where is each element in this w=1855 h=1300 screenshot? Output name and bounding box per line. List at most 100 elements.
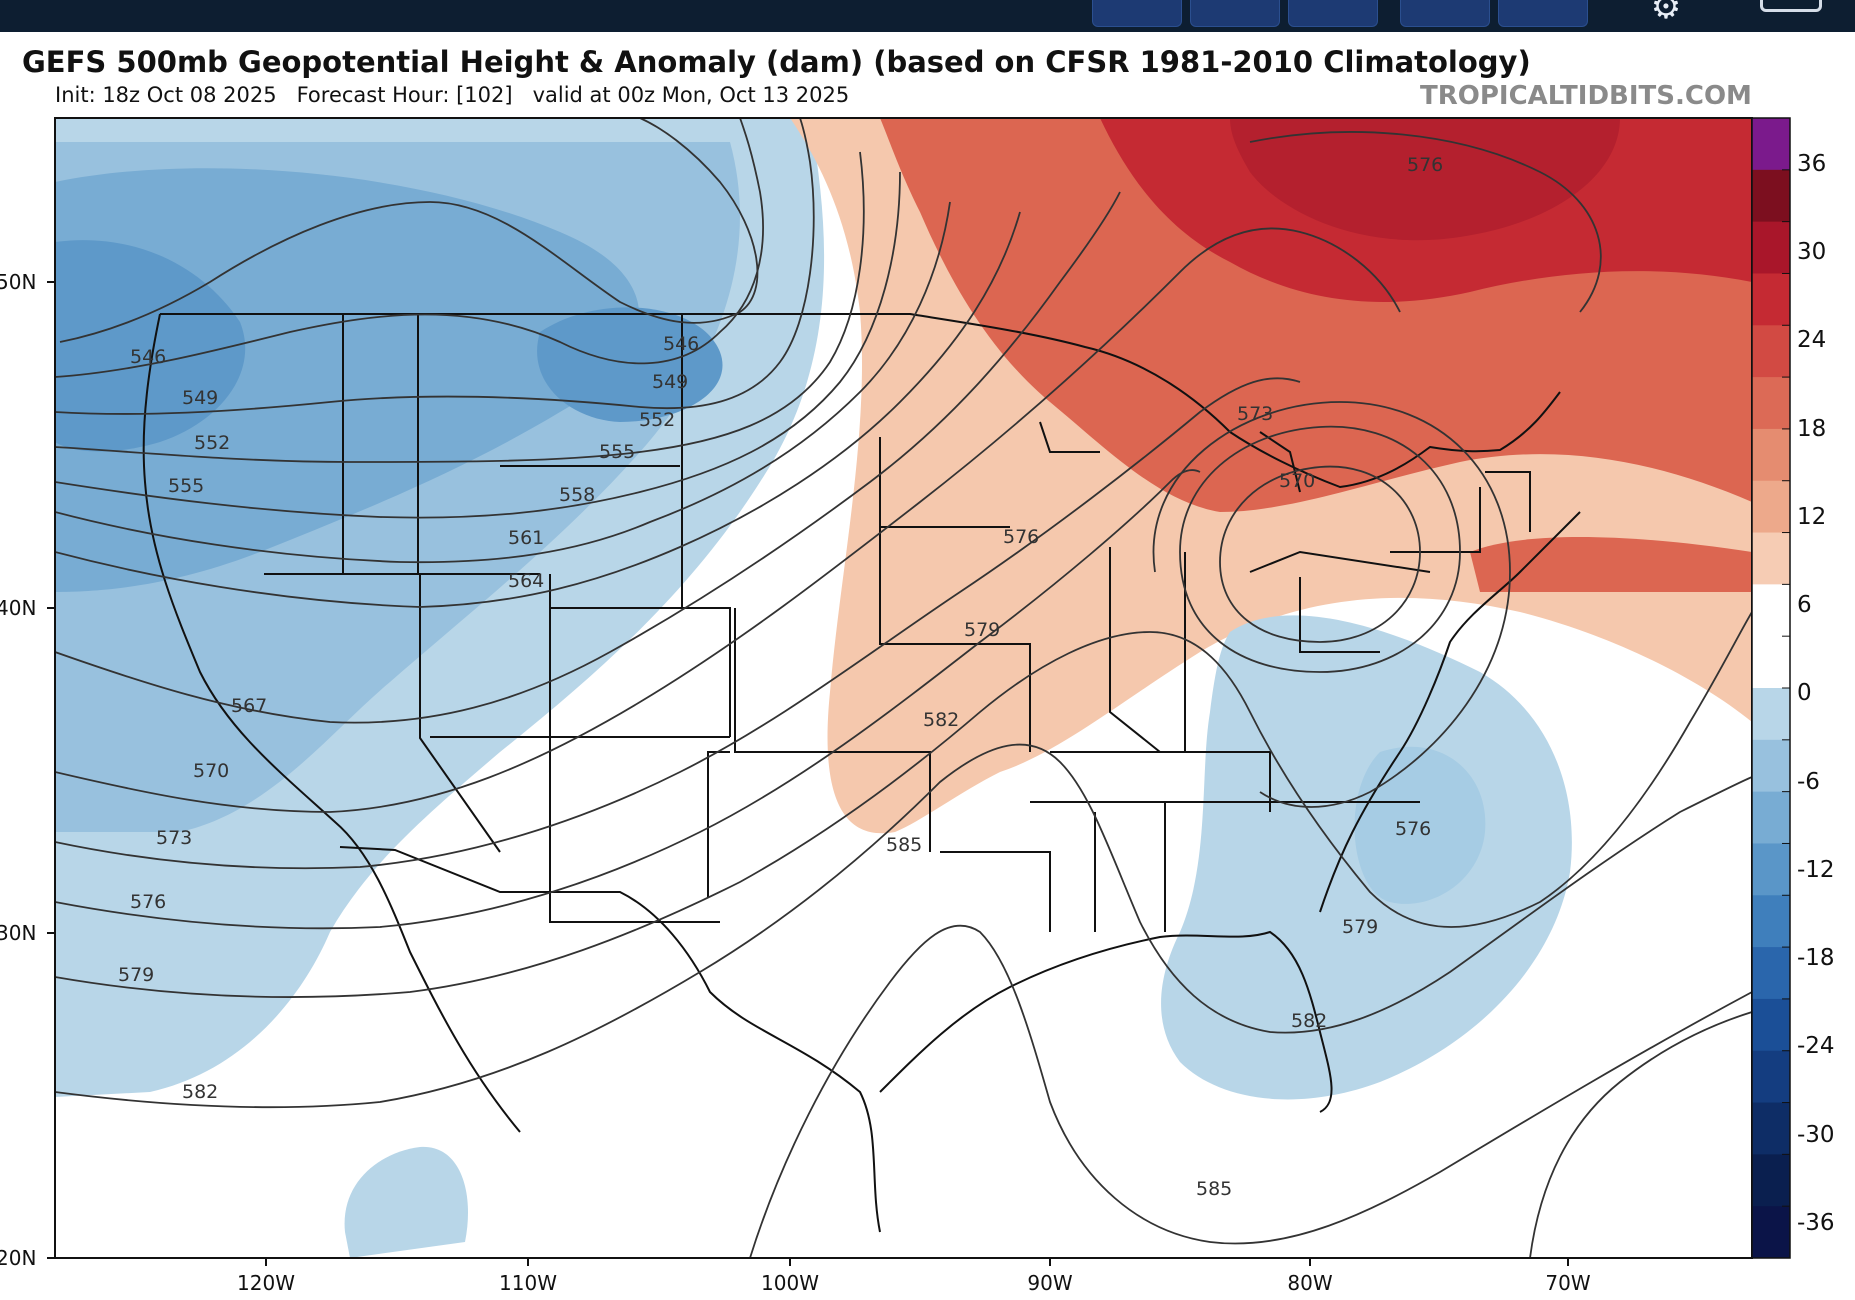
contour-label: 576 [130,891,166,913]
map-canvas: 546 546 549 549 552 552 555 555 558 561 … [0,117,1835,1295]
contour-label: 555 [599,441,635,463]
map-subtitle: Init: 18z Oct 08 2025 Forecast Hour: [10… [55,83,850,107]
contour-label: 579 [964,619,1000,641]
contour-label: 549 [652,371,688,393]
colorbar-tick-label: 6 [1797,592,1812,618]
contour-585-east [1529,1011,1752,1258]
latitude-label: 30N [0,921,36,945]
latitude-axis: 50N 40N 30N 20N [0,270,55,1270]
colorbar-labels: 36 30 24 18 12 6 0 -6 -12 -18 -24 -30 -3… [1797,151,1835,1236]
contour-552 [55,118,815,415]
contour-558 [55,171,901,519]
colorbar-segment [1752,377,1790,430]
contour-label: 546 [663,333,699,355]
contour-label: 549 [182,387,218,409]
map-title: GEFS 500mb Geopotential Height & Anomaly… [22,45,1531,79]
longitude-label: 100W [761,1271,819,1295]
contour-579 [55,611,1752,998]
colorbar-tick-label: 12 [1797,504,1826,530]
forecast-map-figure: GEFS 500mb Geopotential Height & Anomaly… [0,32,1855,1300]
colorbar-segment [1752,1102,1790,1155]
contour-label: 552 [194,432,230,454]
contour-label: 576 [1003,526,1039,548]
negative-anomaly-west-core [55,168,640,592]
toolbar-button-1[interactable] [1092,0,1182,27]
anomaly-colorbar [1751,117,1791,1259]
contour-561 [55,201,951,564]
contour-label: 573 [1237,403,1273,425]
contour-label: 561 [508,527,544,549]
contour-label: 564 [508,570,544,592]
negative-anomaly-west-max [55,240,246,452]
colorbar-segment [1752,998,1790,1052]
us-mexico-border [339,846,881,1233]
east-coast [1319,511,1581,913]
longitude-label: 90W [1027,1271,1072,1295]
contour-label: 582 [182,1081,218,1103]
contour-label: 579 [118,964,154,986]
colorbar-segment [1752,428,1790,482]
contour-label: 558 [559,484,595,506]
panel-toggle-icon[interactable] [1760,0,1822,12]
latitude-label: 50N [0,270,36,294]
colorbar-tick-label: 0 [1797,680,1812,706]
colorbar-segment [1752,584,1790,637]
anomaly-fill-layer [55,118,1752,1258]
contour-576 [55,469,1201,930]
toolbar-button-5[interactable] [1498,0,1588,27]
colorbar-segment [1752,895,1790,948]
colorbar-segment [1752,325,1790,378]
contour-573-ring [1179,425,1461,673]
contour-label-layer: 546 546 549 549 552 552 555 555 558 561 … [118,154,1443,1200]
watermark: TROPICALTIDBITS.COM [1420,81,1752,111]
contour-label: 576 [1407,154,1443,176]
colorbar-segment [1752,843,1790,896]
longitude-label: 110W [499,1271,557,1295]
toolbar-button-3[interactable] [1288,0,1378,27]
political-borders [142,313,1581,1233]
toolbar-button-2[interactable] [1190,0,1280,27]
contour-label: 582 [923,709,959,731]
gulf-coast [879,930,1333,1113]
contour-label: 570 [193,760,229,782]
contour-555 [55,151,865,463]
longitude-label: 70W [1545,1271,1590,1295]
colorbar-segment [1752,169,1790,223]
latitude-label: 20N [0,1246,36,1270]
contour-549 [55,118,764,378]
contour-label: 573 [156,827,192,849]
colorbar-tick-label: 24 [1797,327,1826,353]
colorbar-segment [1752,636,1790,689]
colorbar-tick-label: -30 [1797,1122,1835,1148]
colorbar-segment [1752,739,1790,793]
colorbar-segment [1752,1154,1790,1207]
colorbar-segment [1752,1206,1790,1259]
colorbar-segment [1752,118,1790,171]
toolbar-button-4[interactable] [1400,0,1490,27]
top-toolbar: ⚙ [0,0,1855,32]
colorbar-tick-label: -6 [1797,769,1820,795]
positive-anomaly-east-max [1230,118,1620,241]
longitude-axis: 120W 110W 100W 90W 80W 70W [237,1258,1591,1295]
contour-label: 570 [1279,470,1315,492]
colorbar-tick-label: -18 [1797,945,1835,971]
contour-573 [55,377,1301,870]
colorbar-segment [1752,1050,1790,1104]
colorbar-tick-label: 36 [1797,151,1826,177]
contour-label: 555 [168,475,204,497]
contour-label: 552 [639,409,675,431]
contour-label: 585 [1196,1178,1232,1200]
contour-546 [59,118,759,343]
height-contours [55,118,1752,1258]
colorbar-segment [1752,480,1790,534]
colorbar-segment [1752,947,1790,1000]
latitude-label: 40N [0,596,36,620]
longitude-label: 120W [237,1271,295,1295]
contour-label: 585 [886,834,922,856]
contour-576-north [1249,131,1602,313]
colorbar-segment [1752,791,1790,844]
gear-icon[interactable]: ⚙ [1650,0,1682,27]
contour-567 [55,191,1121,724]
contour-570 [55,227,1401,813]
contour-label: 567 [231,695,267,717]
